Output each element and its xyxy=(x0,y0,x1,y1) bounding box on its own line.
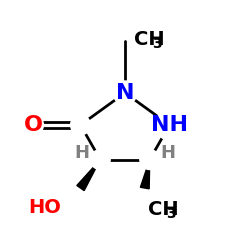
Circle shape xyxy=(155,110,184,140)
Text: NH: NH xyxy=(151,115,188,135)
Text: HO: HO xyxy=(28,198,61,217)
Text: 3: 3 xyxy=(152,38,161,52)
Text: H: H xyxy=(74,144,89,162)
Circle shape xyxy=(90,150,110,170)
Polygon shape xyxy=(77,160,100,190)
Circle shape xyxy=(140,150,160,170)
Text: N: N xyxy=(116,83,134,103)
Circle shape xyxy=(24,115,44,135)
Text: CH: CH xyxy=(134,30,164,49)
Text: 3: 3 xyxy=(166,207,176,221)
Circle shape xyxy=(113,81,137,105)
Text: O: O xyxy=(24,115,43,135)
Polygon shape xyxy=(140,160,150,189)
Text: H: H xyxy=(161,144,176,162)
Text: CH: CH xyxy=(148,200,179,218)
Circle shape xyxy=(70,115,90,135)
